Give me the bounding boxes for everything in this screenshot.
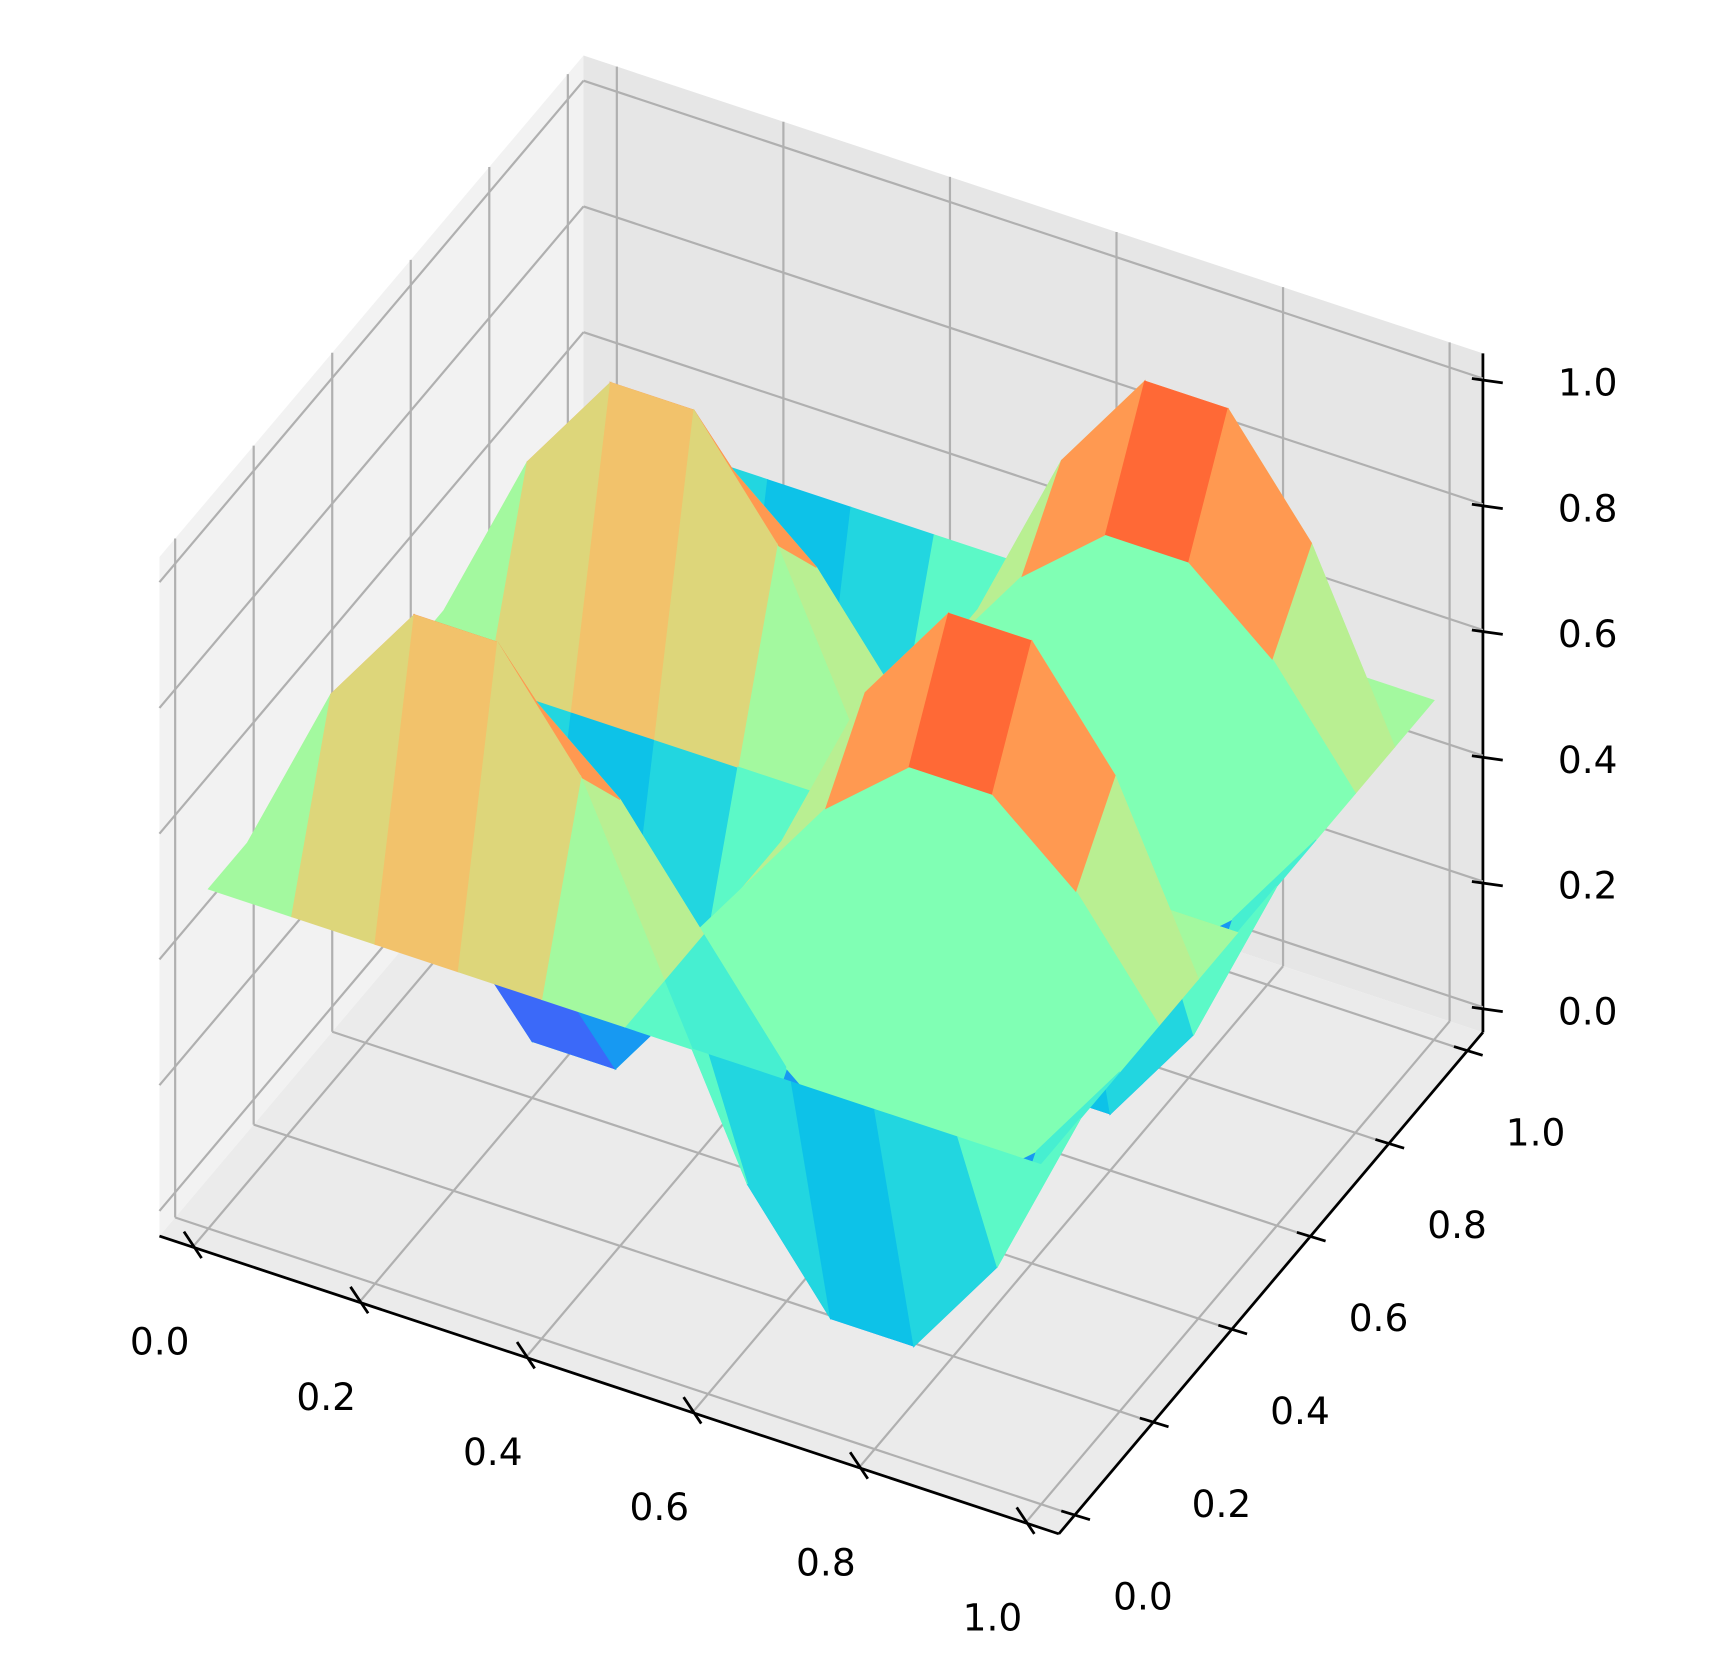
- y-tick-label: 0.6: [1349, 1296, 1409, 1340]
- x-tick-label: 1.0: [963, 1595, 1023, 1639]
- grid-line: [583, 205, 1484, 506]
- grid-line: [583, 79, 1484, 380]
- surface-face: [1188, 407, 1312, 660]
- y-tick: [1375, 1138, 1405, 1150]
- surface-face: [991, 639, 1116, 893]
- z-tick-label: 0.2: [1558, 864, 1618, 908]
- z-tick-label: 0.8: [1558, 486, 1618, 530]
- x-tick: [349, 1286, 370, 1315]
- x-tick: [515, 1341, 536, 1370]
- y-tick-label: 1.0: [1506, 1110, 1566, 1154]
- surface-face: [654, 408, 778, 768]
- x-tick-label: 0.0: [130, 1320, 190, 1364]
- y-tick: [1139, 1416, 1169, 1429]
- grid-line: [858, 965, 1284, 1469]
- y-tick: [1296, 1230, 1326, 1243]
- x-axis-line: [159, 1234, 1060, 1536]
- y-tick: [1217, 1323, 1248, 1336]
- z-tick-label: 0.4: [1558, 738, 1618, 782]
- surface-face: [457, 640, 582, 1001]
- left-pane: [159, 55, 584, 1237]
- x-tick: [182, 1230, 203, 1259]
- y-tick-label: 0.0: [1113, 1575, 1173, 1619]
- y-tick-label: 0.2: [1192, 1482, 1252, 1526]
- grid-line: [158, 79, 585, 583]
- x-tick-label: 0.2: [296, 1375, 356, 1419]
- z-tick: [1471, 880, 1503, 888]
- plot-area: 0.0 0.2 0.4 0.6 0.8 1.0 0.0 0.2 0.4 0.6 0.8 1.0 0.0 0…: [130, 55, 1618, 1639]
- x-tick-label: 0.6: [630, 1485, 690, 1529]
- z-tick: [1471, 1005, 1503, 1013]
- x-tick: [682, 1396, 703, 1425]
- x-tick: [1015, 1506, 1036, 1535]
- y-tick: [1453, 1045, 1484, 1057]
- y-tick-label: 0.8: [1427, 1203, 1487, 1247]
- z-tick: [1471, 628, 1503, 636]
- z-tick-label: 0.0: [1558, 989, 1618, 1033]
- z-tick: [1471, 754, 1503, 762]
- grid-line: [158, 205, 585, 709]
- grid-line: [1024, 1020, 1451, 1524]
- x-tick-label: 0.4: [463, 1430, 523, 1474]
- x-tick: [849, 1451, 869, 1480]
- z-tick: [1471, 377, 1503, 385]
- grid-line: [253, 1123, 1154, 1424]
- z-tick-label: 0.6: [1558, 612, 1618, 656]
- y-axis-line: [1057, 1031, 1484, 1535]
- x-tick-label: 0.8: [796, 1540, 856, 1584]
- y-tick: [1060, 1509, 1091, 1522]
- grid-line: [583, 331, 1484, 632]
- z-tick-label: 1.0: [1558, 361, 1618, 405]
- grid-line: [158, 331, 585, 835]
- grid-line: [174, 1216, 1075, 1517]
- y-tick-label: 0.4: [1270, 1389, 1330, 1433]
- z-tick: [1471, 502, 1503, 511]
- surface-face: [957, 1117, 1081, 1269]
